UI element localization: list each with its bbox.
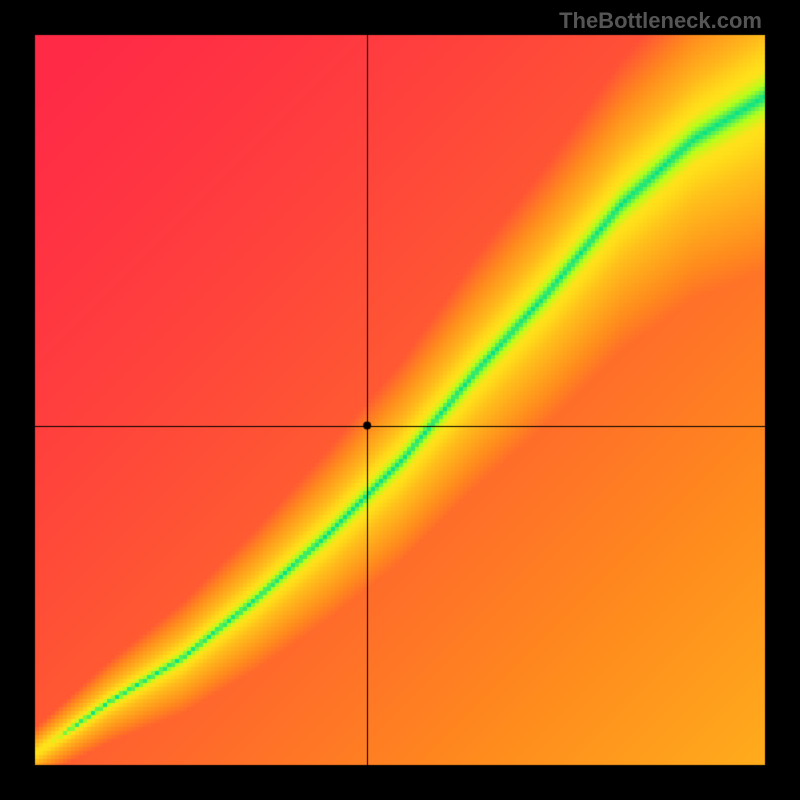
heatmap-canvas <box>0 0 800 800</box>
watermark-text: TheBottleneck.com <box>559 8 762 34</box>
chart-container: TheBottleneck.com <box>0 0 800 800</box>
